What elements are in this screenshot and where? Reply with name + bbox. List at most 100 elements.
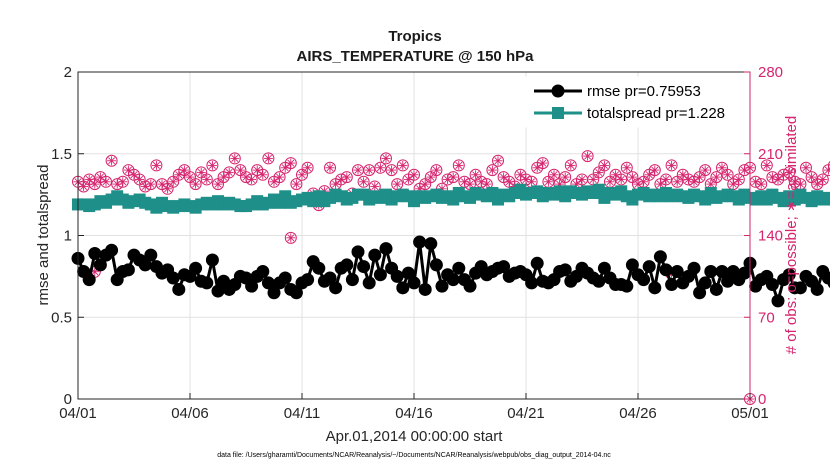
obs-possible-marker [665,159,678,172]
x-axis-label: Apr.01,2014 00:00:00 start [326,428,504,445]
rmse-point [373,268,387,282]
obs-possible-marker [301,161,314,174]
rmse-point [782,268,796,282]
rmse-point [429,258,443,272]
obs-assimilated-marker [426,172,436,182]
obs-assimilated-marker [700,165,710,175]
obs-possible-marker [486,164,499,177]
rmse-point [715,264,729,278]
x-tick-label: 04/11 [284,405,320,422]
obs-assimilated-marker [711,172,721,182]
x-tick-label: 04/01 [59,405,97,422]
obs-assimilated-marker [370,181,380,191]
obs-assimilated-marker [454,160,464,170]
x-tick-label: 05/01 [731,405,769,422]
rmse-point [172,282,186,296]
obs-possible-marker [660,173,672,186]
obs-assimilated-marker [756,179,766,189]
obs-assimilated-marker [560,172,570,182]
rmse-point [721,274,735,288]
rmse-point [166,271,180,285]
x-tick-label: 04/06 [171,405,209,422]
obs-assimilated-marker [235,165,245,175]
obs-possible-marker [189,178,202,191]
y-tick-label: 1 [64,228,72,245]
y-right-tick-label: 140 [758,228,783,245]
obs-possible-marker [536,157,549,170]
obs-assimilated-marker [263,153,273,163]
obs-assimilated-marker [191,179,201,189]
obs-possible-marker [732,173,745,186]
obs-possible-marker [755,178,768,191]
x-tick-label: 04/21 [507,405,545,422]
obs-assimilated-marker [135,174,145,184]
obs-assimilated-marker [622,163,632,173]
obs-possible-marker [284,157,297,170]
obs-possible-marker [447,171,460,184]
obs-assimilated-marker [723,170,733,180]
rmse-point [368,248,382,262]
rmse-point [597,261,611,275]
y-axis-label: rmse and totalspread [35,165,52,306]
rmse-point [267,286,281,300]
obs-possible-marker [816,173,829,186]
obs-assimilated-marker [762,160,772,170]
rmse-point [737,266,751,280]
obs-possible-marker [548,168,560,181]
obs-assimilated-marker [101,177,111,187]
obs-possible-marker [620,161,633,174]
obs-assimilated-marker [146,179,156,189]
rmse-point [278,271,292,285]
rmse-series [71,235,830,308]
rmse-point [637,273,651,287]
rmse-point [211,284,225,298]
obs-possible-marker [262,152,275,165]
rmse-point [642,260,656,274]
obs-possible-marker [699,164,712,177]
y-tick-label: 0 [64,391,72,408]
x-tick-label: 04/16 [395,405,433,422]
obs-assimilated-marker [107,156,117,166]
y-right-tick-label: 280 [758,64,783,81]
obs-assimilated-marker [213,179,223,189]
y-right-tick-label: 0 [758,391,766,408]
obs-assimilated-marker [291,179,301,189]
obs-assimilated-marker [168,177,178,187]
obs-assimilated-marker [247,174,257,184]
y-tick-label: 1.5 [51,146,72,163]
rmse-point [121,263,135,277]
rmse-point [82,273,96,287]
obs-assimilated-marker [599,160,609,170]
chart-subtitle: AIRS_TEMPERATURE @ 150 hPa [297,48,535,65]
obs-possible-marker [340,171,353,184]
rmse-point [704,264,718,278]
rmse-point [345,273,359,287]
obs-assimilated-marker [672,177,682,187]
obs-possible-marker [116,175,129,188]
obs-assimilated-marker [661,174,671,184]
x-tick-label: 04/26 [619,405,657,422]
rmse-point [687,261,701,275]
obs-assimilated-marker [387,165,397,175]
rmse-point [810,282,824,296]
obs-assimilated-marker [577,174,587,184]
rmse-point [340,258,354,272]
obs-assimilated-marker [364,165,374,175]
rmse-point [530,256,544,270]
obs-assimilated-marker [207,160,217,170]
obs-assimilated-marker [566,160,576,170]
obs-assimilated-marker [543,177,553,187]
obs-possible-marker [284,231,297,244]
obs-assimilated-marker [627,172,637,182]
obs-possible-marker [559,171,572,184]
obs-assimilated-marker [594,167,604,177]
obs-assimilated-marker [185,172,195,182]
rmse-point [625,258,639,272]
obs-assimilated-marker [303,163,313,173]
rmse-point [379,242,393,256]
obs-possible-marker [396,159,409,172]
rmse-point [312,261,326,275]
obs-possible-marker [245,173,258,186]
obs-assimilated-marker [230,153,240,163]
obs-assimilated-marker [431,165,441,175]
